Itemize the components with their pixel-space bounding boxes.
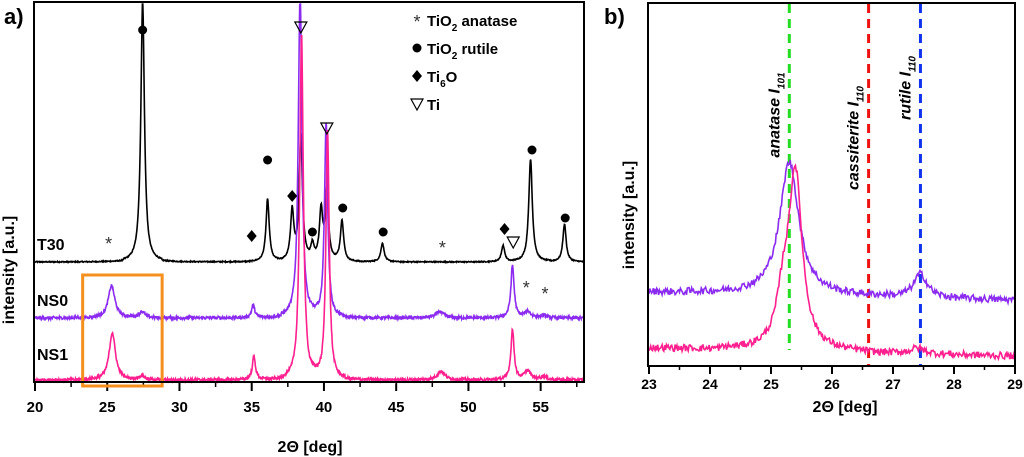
- series-line-ns0: [648, 159, 1016, 306]
- x-tick-label: 28: [946, 376, 962, 392]
- circle-marker-icon: [138, 25, 148, 35]
- x-tick-label: 20: [27, 399, 44, 416]
- legend-entry-label: TiO2 rutile: [427, 41, 498, 62]
- x-tick-label: 27: [885, 376, 901, 392]
- diamond-marker-icon: [287, 190, 298, 202]
- diamond-marker-icon: [499, 223, 510, 235]
- panel-b: b) intensity [a.u.] 2Θ [deg] 23 24 25 26 27 2…: [604, 2, 1023, 416]
- series-line-t30: [34, 3, 584, 265]
- reference-label-anatase: anatase I101: [766, 72, 787, 158]
- legend-entry-label: Ti: [427, 97, 440, 114]
- panel-b-label: b): [604, 4, 625, 29]
- circle-marker-icon: [527, 145, 537, 155]
- asterisk-marker-icon: *: [413, 12, 420, 32]
- x-tick-label: 35: [243, 399, 260, 416]
- x-tick-label: 25: [99, 399, 116, 416]
- circle-marker-icon: [412, 43, 422, 53]
- diamond-marker-icon: [246, 230, 257, 242]
- circle-marker-icon: [378, 227, 388, 237]
- panel-a-series: [34, 3, 585, 385]
- circle-marker-icon: [560, 213, 570, 223]
- circle-marker-icon: [307, 227, 317, 237]
- panel-b-frame: [647, 2, 1016, 367]
- legend-entry-label: Ti6O: [427, 69, 458, 90]
- panel-a-peak-markers: * * * *: [105, 21, 570, 304]
- circle-marker-icon: [338, 203, 348, 213]
- asterisk-marker-icon: *: [541, 284, 548, 304]
- series-line-ns1: [34, 34, 585, 385]
- reference-label-cassiterite: cassiterite I110: [846, 86, 867, 190]
- x-tick-label: 45: [388, 399, 405, 416]
- x-tick-label: 55: [532, 399, 549, 416]
- asterisk-marker-icon: *: [523, 278, 530, 298]
- triangle-marker-icon: [319, 122, 334, 136]
- x-tick-label: 30: [171, 399, 188, 416]
- panel-a-legend: * TiO2 anatase TiO2 rutile Ti6O Ti: [409, 12, 517, 114]
- series-label-ns1: NS1: [37, 347, 68, 364]
- x-tick-label: 25: [763, 376, 779, 392]
- series-line-ns0: [34, 3, 585, 323]
- panel-a-series-labels: T30 NS0 NS1: [37, 237, 68, 364]
- triangle-marker-icon: [293, 21, 308, 35]
- x-tick-label: 23: [641, 376, 657, 392]
- highlight-box: [81, 273, 164, 388]
- triangle-marker-icon: [506, 236, 521, 250]
- asterisk-marker-icon: *: [439, 238, 446, 258]
- series-label-t30: T30: [37, 237, 65, 254]
- panel-a-label: a): [4, 4, 24, 29]
- series-label-ns0: NS0: [37, 293, 68, 310]
- legend-entry-label: TiO2 anatase: [427, 13, 517, 34]
- panel-b-reference-lines: anatase I101 cassiterite I110 rutile I110: [766, 4, 922, 366]
- x-tick-label: 29: [1007, 376, 1023, 392]
- circle-marker-icon: [263, 155, 273, 165]
- panel-b-xlabel: 2Θ [deg]: [813, 399, 878, 416]
- series-line-ns1: [648, 163, 1016, 362]
- x-tick-label: 40: [316, 399, 333, 416]
- panel-a-frame: [33, 1, 585, 383]
- panel-b-ylabel: intensity [a.u.]: [621, 161, 638, 269]
- reference-label-rutile: rutile I110: [897, 56, 918, 120]
- asterisk-marker-icon: *: [105, 234, 112, 254]
- panel-a: a) intensity [a.u.] 2Θ [deg] 20 25 30 35 40 4…: [1, 1, 585, 456]
- diamond-marker-icon: [412, 70, 422, 82]
- panel-a-xlabel: 2Θ [deg]: [278, 439, 343, 456]
- triangle-marker-icon: [409, 98, 425, 112]
- panel-b-x-ticks: 23 24 25 26 27 28 29: [641, 366, 1023, 392]
- x-tick-label: 24: [702, 376, 718, 392]
- panel-b-series: [648, 159, 1016, 362]
- x-tick-label: 26: [824, 376, 840, 392]
- x-tick-label: 50: [460, 399, 477, 416]
- panel-a-ylabel: intensity [a.u.]: [1, 216, 18, 324]
